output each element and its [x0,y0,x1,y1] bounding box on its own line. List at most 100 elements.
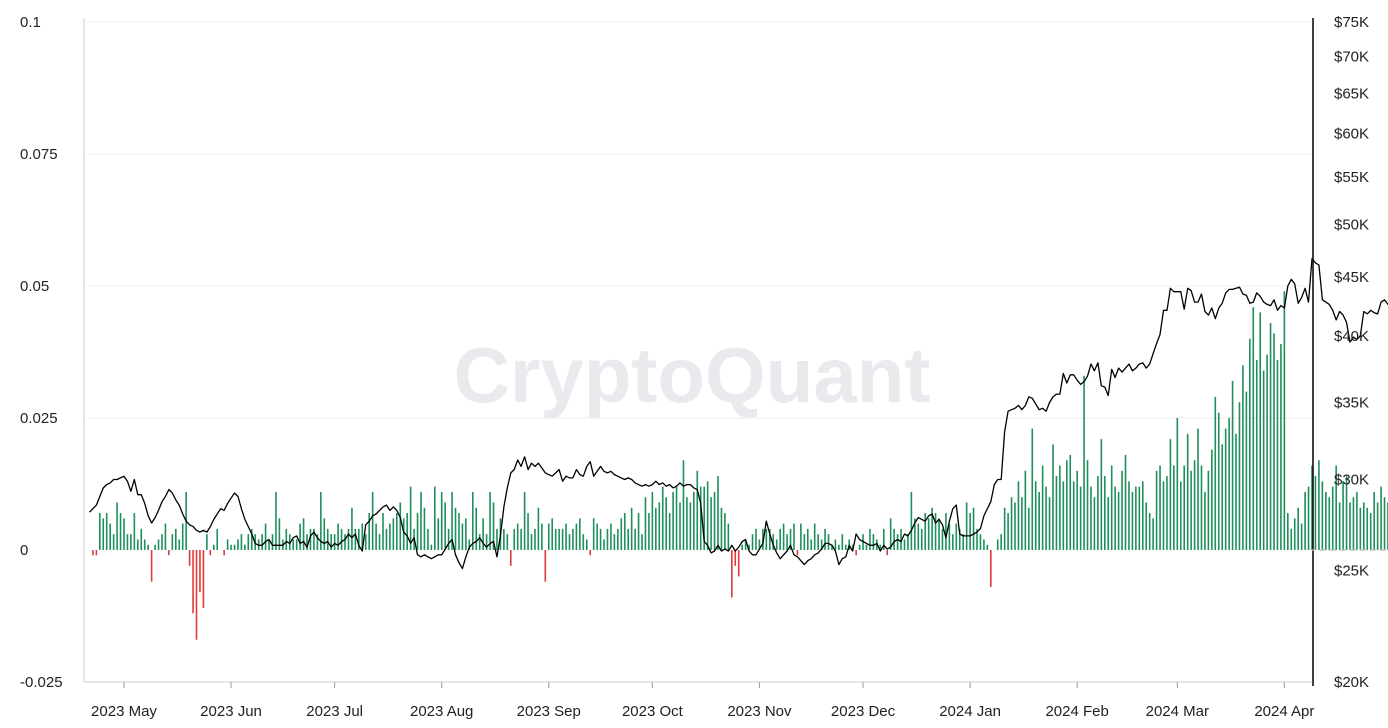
bar [924,513,927,550]
bar [1193,460,1196,550]
bar [430,544,433,550]
x-tick-label: 2024 Feb [1045,703,1108,720]
bar [285,528,288,550]
bar [786,534,788,550]
bar [934,513,937,550]
bar [313,528,315,550]
bar [275,491,277,550]
bar [599,528,602,550]
bar [302,518,305,550]
bar [509,550,512,566]
bar [226,539,229,550]
bar [126,534,129,550]
bar-layer [92,291,1388,640]
right-tick-label: $65K [1334,85,1369,102]
right-tick-label: $35K [1334,395,1369,412]
bar [1169,439,1172,550]
bar [589,550,592,556]
bar [527,513,529,550]
bar [1200,465,1203,550]
bar [751,534,754,550]
bar [637,513,640,550]
x-tick-label: 2023 Jul [306,703,363,720]
bar [1062,481,1065,550]
bar [1325,491,1327,550]
bar [834,539,837,550]
bar [1131,491,1134,550]
bar [261,534,263,550]
bar [706,481,709,550]
bar [689,502,692,550]
bar [1148,513,1151,550]
bar [1048,497,1051,550]
bar [561,528,564,550]
right-tick-label: $40K [1334,328,1369,345]
bar [755,528,757,550]
bar [810,539,813,550]
bar [389,523,391,550]
bar [679,502,681,550]
bar [150,550,153,582]
bar [147,544,149,550]
bar [351,507,353,550]
bar [292,539,295,550]
right-tick-label: $45K [1334,269,1369,286]
bar [851,544,854,550]
bar [440,491,443,550]
bar [686,497,688,550]
bar [434,486,436,550]
bar [727,523,730,550]
bar [1338,502,1341,550]
bar [109,523,111,550]
bar [1300,523,1303,550]
left-tick-label: -0.025 [20,674,63,691]
bar [1352,497,1355,550]
bar [320,491,322,550]
bar [1376,502,1379,550]
bar [914,518,916,550]
bar [216,528,219,550]
bar [699,486,702,550]
bar [119,513,122,550]
bar [1166,476,1168,550]
bar [1255,359,1258,550]
bar [896,534,899,550]
bar [731,550,733,598]
bar [1217,412,1220,550]
bar [592,518,595,550]
bar [1214,396,1217,550]
bar [1366,507,1369,550]
bar [1093,497,1096,550]
bar [675,486,678,550]
bar [1252,307,1255,550]
watermark: CryptoQuant [454,331,931,419]
bar [803,534,806,550]
bar [1128,481,1130,550]
bar [1238,402,1241,550]
bar [1021,497,1023,550]
bar [1000,534,1002,550]
bar [168,550,170,556]
x-tick-label: 2024 Jan [939,703,1001,720]
bar [323,518,326,550]
bar [409,486,412,550]
bar [703,486,705,550]
bar [458,513,460,550]
left-tick-label: 0.075 [20,146,58,163]
bar [976,528,978,550]
bar [1059,465,1061,550]
bar [368,513,370,550]
bar [154,544,156,550]
bar [399,502,402,550]
bar [903,539,906,550]
bar [337,523,339,550]
bar [354,528,357,550]
bar [623,513,626,550]
bar [534,528,536,550]
bar [1072,481,1075,550]
bar [983,539,985,550]
bar [945,513,947,550]
bar [1314,476,1317,550]
bar [202,550,205,609]
bar [1211,449,1213,550]
